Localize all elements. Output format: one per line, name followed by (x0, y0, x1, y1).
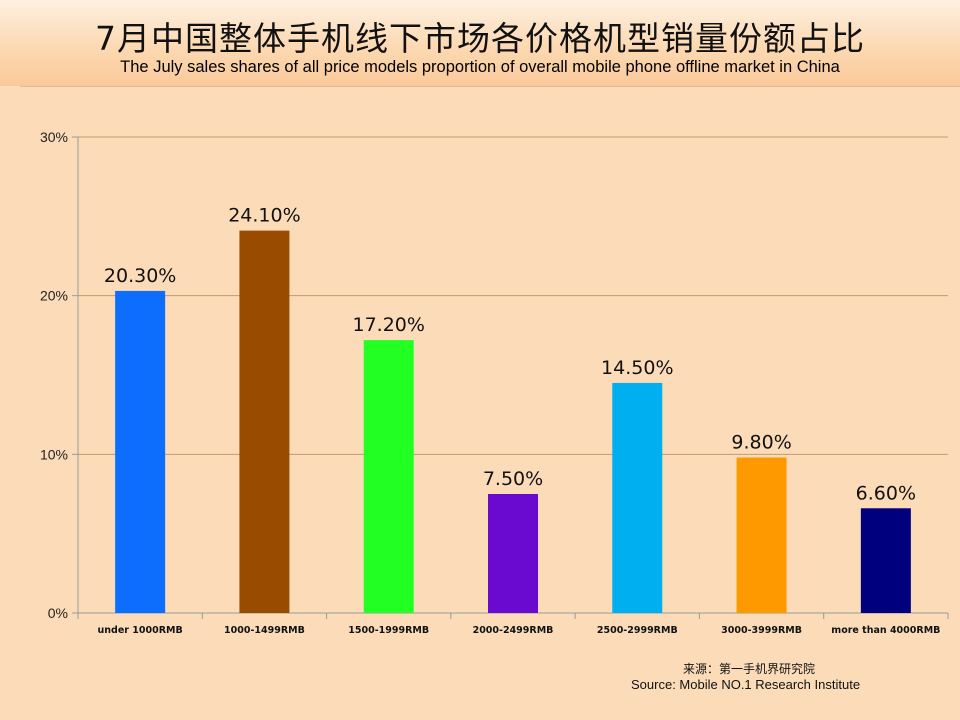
header-banner: 7月中国整体手机线下市场各价格机型销量份额占比 The July sales s… (0, 0, 960, 86)
bar (239, 230, 290, 613)
chart-title: 7月中国整体手机线下市场各价格机型销量份额占比 (95, 19, 865, 58)
bar (612, 382, 663, 613)
data-label: 20.30% (104, 265, 176, 287)
y-tick-label: 30% (40, 129, 68, 145)
bar (115, 290, 166, 613)
header-divider (20, 86, 960, 87)
category-label: under 1000RMB (98, 625, 183, 636)
data-label: 14.50% (601, 357, 673, 379)
data-label: 24.10% (228, 205, 300, 227)
source-note-zh: 来源：第一手机界研究院 (683, 662, 816, 676)
chart-subtitle: The July sales shares of all price model… (120, 58, 840, 76)
category-label: 1000-1499RMB (224, 625, 305, 636)
data-label: 17.20% (352, 314, 424, 336)
bar (488, 494, 538, 613)
data-label: 7.50% (483, 468, 543, 490)
y-tick-label: 10% (40, 446, 68, 462)
bar (860, 508, 911, 613)
y-tick-label: 0% (48, 605, 68, 621)
category-label: 3000-3999RMB (721, 625, 802, 636)
category-label: 1500-1999RMB (348, 625, 429, 636)
data-label: 9.80% (731, 432, 791, 454)
category-label: more than 4000RMB (831, 625, 940, 636)
category-label: 2000-2499RMB (473, 625, 554, 636)
bar (736, 457, 787, 613)
source-note-en: Source: Mobile NO.1 Research Institute (631, 677, 861, 692)
category-label: 2500-2999RMB (597, 625, 678, 636)
bar (363, 340, 414, 613)
data-label: 6.60% (856, 482, 916, 504)
y-tick-label: 20% (40, 288, 68, 304)
